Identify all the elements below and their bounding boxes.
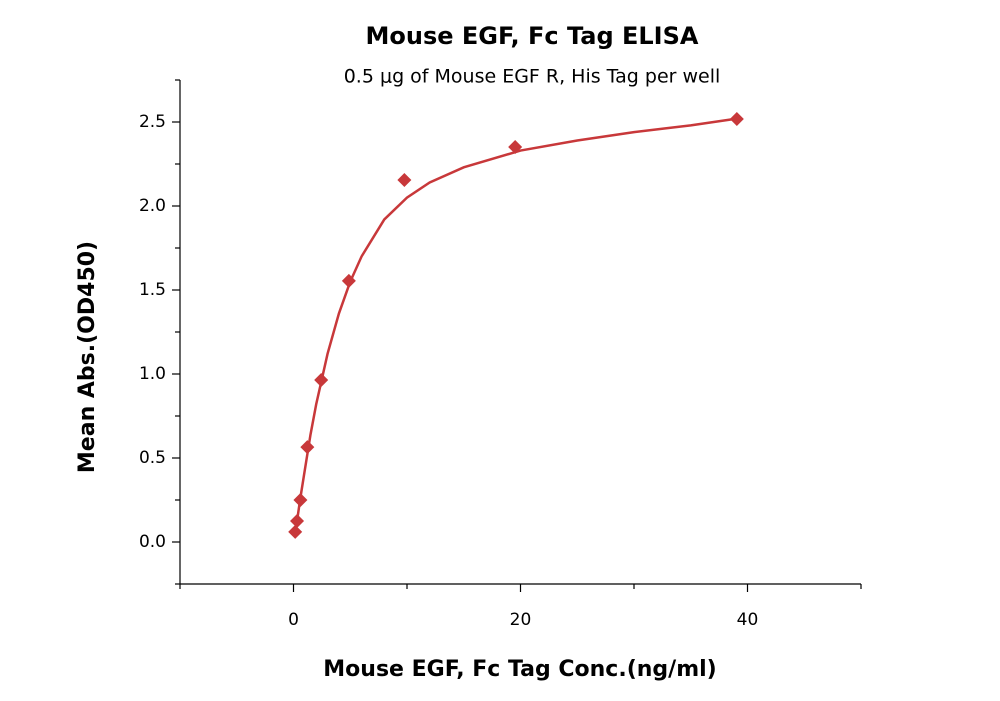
y-axis-label: Mean Abs.(OD450): [75, 241, 100, 473]
fit-curve: [295, 117, 738, 523]
data-point: [288, 524, 303, 539]
x-axis-label: Mouse EGF, Fc Tag Conc.(ng/ml): [323, 657, 716, 682]
y-tick-label: 0.5: [139, 448, 166, 468]
x-tick-label: 20: [510, 610, 532, 630]
x-tick-label: 0: [288, 610, 299, 630]
x-tick-label: 40: [737, 610, 759, 630]
y-tick-label: 0.0: [139, 532, 166, 552]
chart-title: Mouse EGF, Fc Tag ELISA: [366, 22, 699, 50]
y-tick-label: 1.5: [139, 280, 166, 300]
y-tick-label: 1.0: [139, 364, 166, 384]
y-tick-label: 2.0: [139, 196, 166, 216]
data-point: [397, 172, 412, 187]
chart-subtitle: 0.5 μg of Mouse EGF R, His Tag per well: [344, 66, 721, 88]
y-tick-label: 2.5: [139, 112, 166, 132]
